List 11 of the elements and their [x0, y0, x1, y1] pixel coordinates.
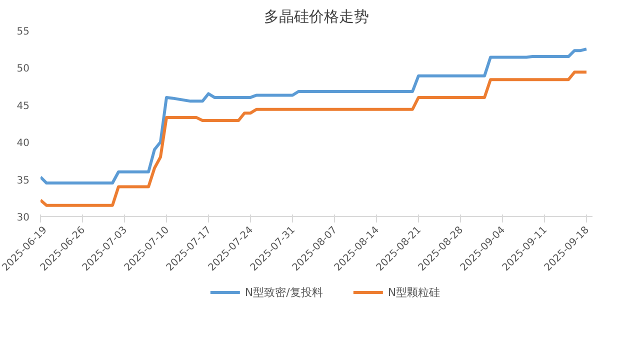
line-series — [40, 70, 588, 207]
y-tick-label: 45 — [16, 100, 30, 112]
y-tick-label: 40 — [16, 138, 30, 150]
legend-label: N型致密/复投料 — [244, 284, 323, 300]
legend-label: N型颗粒硅 — [388, 284, 440, 300]
y-tick-label: 35 — [16, 175, 30, 186]
y-tick-label: 55 — [16, 26, 30, 38]
y-tick-label: 30 — [16, 212, 30, 224]
chart-title: 多晶硅价格走势 — [264, 8, 369, 26]
line-series — [40, 48, 588, 185]
y-tick-label: 50 — [16, 64, 30, 75]
